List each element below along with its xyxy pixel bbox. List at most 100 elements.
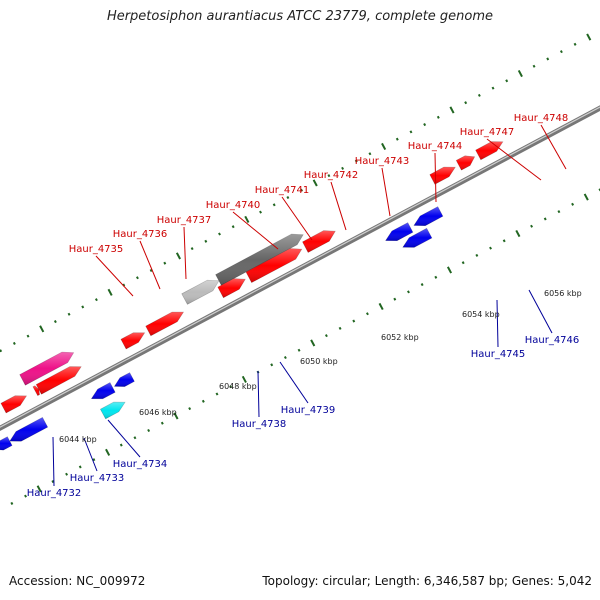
backbone-line	[0, 105, 600, 431]
scale-tick	[105, 448, 111, 456]
scale-tick	[409, 130, 413, 134]
scale-tick	[190, 247, 194, 251]
scale-tick	[502, 239, 506, 243]
scale-tick	[310, 339, 316, 347]
gene-label-haur-4747: Haur_4747	[460, 127, 515, 138]
scale-tick	[446, 266, 453, 274]
leader-line-haur-4732	[52, 436, 55, 487]
scale-tick	[39, 325, 45, 333]
scale-tick	[163, 261, 167, 265]
scale-tick	[78, 465, 82, 469]
leader-line-haur-4743	[381, 167, 391, 217]
gene-label-haur-4739: Haur_4739	[281, 405, 336, 416]
scale-tick	[464, 101, 468, 105]
gene-label-haur-4746: Haur_4746	[525, 335, 580, 346]
gene-arrow-haur-4737-shade	[19, 352, 74, 386]
scale-tick	[423, 123, 427, 127]
scale-tick	[204, 239, 208, 243]
gene-arrow-haur-4744-shade	[302, 230, 336, 253]
leader-line-haur-4740	[232, 211, 279, 250]
label-leader-lines	[52, 124, 567, 487]
gene-arrow-haur-4739b-shade	[114, 372, 135, 387]
scale-tick	[532, 64, 536, 68]
scale-tick	[461, 261, 465, 265]
scale-label: 6050 kbp	[300, 357, 338, 366]
scale-tick	[505, 79, 509, 83]
gene-label-haur-4732: Haur_4732	[27, 488, 82, 499]
scale-tick	[543, 217, 547, 221]
scale-tick	[365, 312, 369, 316]
scale-label: 6044 kbp	[59, 435, 97, 444]
gene-label-haur-4742: Haur_4742	[304, 170, 359, 181]
gene-label-haur-4735: Haur_4735	[69, 244, 124, 255]
scale-tick	[94, 298, 98, 302]
gene-features	[0, 141, 504, 451]
scale-tick	[559, 50, 563, 54]
leader-line-haur-4741	[281, 196, 313, 241]
leader-line-haur-4738	[257, 370, 260, 418]
scale-tick	[434, 275, 438, 279]
gene-label-haur-4744: Haur_4744	[408, 141, 463, 152]
scale-tick	[393, 297, 397, 301]
scale-tick	[300, 188, 304, 192]
genome-backbone	[0, 105, 600, 431]
leader-line-haur-4733	[83, 437, 98, 472]
scale-ticks	[0, 33, 600, 505]
scale-tick	[188, 407, 192, 411]
gene-arrow-haur-4738-shade	[100, 402, 126, 419]
scale-tick	[546, 57, 550, 61]
scale-tick	[26, 334, 30, 338]
gene-label-haur-4738: Haur_4738	[232, 419, 287, 430]
scale-tick	[491, 86, 495, 90]
scale-tick	[420, 283, 424, 287]
scale-tick	[586, 33, 592, 41]
scale-tick	[67, 312, 71, 316]
scale-tick	[477, 93, 481, 97]
scale-tick	[119, 443, 123, 447]
gene-label-haur-4733: Haur_4733	[70, 473, 125, 484]
leader-line-haur-4742	[330, 181, 347, 231]
scale-tick	[354, 159, 358, 163]
leader-line-haur-4745	[496, 299, 499, 348]
scale-tick	[272, 203, 276, 207]
gene-label-haur-4737: Haur_4737	[157, 215, 212, 226]
scale-tick	[449, 106, 455, 114]
scale-tick	[530, 224, 534, 228]
scale-tick	[436, 115, 440, 119]
scale-tick	[107, 288, 113, 296]
scale-tick	[368, 152, 372, 156]
gene-arrow-haur-4734-shade	[9, 417, 48, 442]
gene-arrow-haur-4740-shade	[120, 332, 145, 349]
gene-arrow-haur-4733-shade	[0, 436, 13, 451]
gene-arrow-haur-4745-shade	[385, 222, 413, 241]
scale-tick	[201, 399, 205, 403]
gene-label-haur-4740: Haur_4740	[206, 200, 261, 211]
scale-tick	[407, 290, 410, 294]
scale-tick	[515, 229, 521, 238]
gene-arrow-haur-4739-shade	[91, 382, 116, 399]
leader-line-haur-4744	[434, 152, 437, 203]
scale-tick	[378, 302, 384, 311]
scale-tick	[475, 253, 479, 257]
scale-tick	[241, 375, 247, 383]
scale-tick	[53, 320, 57, 324]
scale-tick	[10, 501, 14, 505]
scale-tick	[173, 412, 179, 420]
backbone-highlight	[0, 106, 600, 428]
scale-tick	[338, 326, 342, 330]
scale-tick	[175, 252, 182, 260]
leader-line-haur-4746	[528, 289, 553, 334]
scale-tick	[133, 436, 137, 440]
scale-tick	[571, 202, 575, 206]
leader-line-haur-4734	[107, 419, 141, 458]
gene-labels: Haur_4735 Haur_4736 Haur_4737 Haur_4740 Haur…	[27, 113, 580, 499]
scale-tick	[0, 349, 3, 353]
scale-tick	[259, 210, 262, 214]
scale-tick	[324, 334, 328, 338]
scale-label: 6052 kbp	[381, 333, 419, 342]
scale-label: 6056 kbp	[544, 289, 582, 298]
gene-arrow-haur-4747-shade	[429, 167, 456, 185]
scale-label: 6054 kbp	[462, 310, 500, 319]
scale-tick	[218, 232, 221, 236]
